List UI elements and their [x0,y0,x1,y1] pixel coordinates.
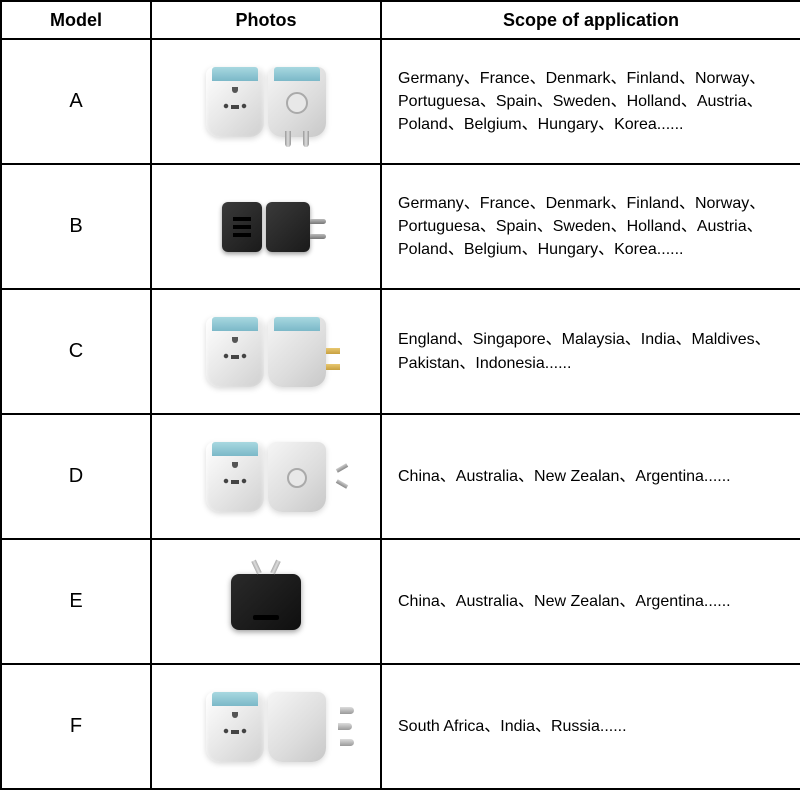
plug-adapter-photo [156,692,376,762]
scope-text: South Africa、India、Russia...... [381,664,800,789]
plug-adapter-photo [156,442,376,512]
header-photos: Photos [151,1,381,39]
table-row: B Germany、France、Denmark、Finland、Norway、… [1,164,800,289]
scope-text: England、Singapore、Malaysia、India、Maldive… [381,289,800,414]
plug-adapter-photo [156,317,376,387]
photo-cell [151,164,381,289]
table-row: F South Africa、India、Russia...... [1,664,800,789]
scope-text: China、Australia、New Zealan、Argentina....… [381,539,800,664]
scope-text: China、Australia、New Zealan、Argentina....… [381,414,800,539]
model-label: E [1,539,151,664]
model-label: A [1,39,151,164]
plug-front-icon [206,692,264,762]
table-row: A Germany、France、Denmark、Finland、Norway、… [1,39,800,164]
plug-front-icon [206,317,264,387]
plug-back-eu-icon [266,202,310,252]
photo-cell [151,39,381,164]
photo-cell [151,289,381,414]
photo-cell [151,664,381,789]
model-label: F [1,664,151,789]
plug-back-sa-icon [268,692,326,762]
plug-adapter-photo [156,202,376,252]
plug-adapter-photo [156,67,376,137]
model-label: D [1,414,151,539]
plug-au-icon [231,574,301,630]
photo-cell [151,414,381,539]
table-row: C England、Singapore、Malaysia、India、Maldi… [1,289,800,414]
table-row: E China、Australia、New Zealan、Argentina..… [1,539,800,664]
plug-back-eu-icon [268,67,326,137]
plug-adapter-photo [156,574,376,630]
plug-adapter-table: Model Photos Scope of application A Germ… [0,0,800,790]
model-label: C [1,289,151,414]
table-row: D China、Australia、New Zealan、Argentina..… [1,414,800,539]
plug-back-uk-icon [268,317,326,387]
header-scope: Scope of application [381,1,800,39]
scope-text: Germany、France、Denmark、Finland、Norway、Po… [381,39,800,164]
plug-front-icon [206,442,264,512]
scope-text: Germany、France、Denmark、Finland、Norway、Po… [381,164,800,289]
plug-back-au-icon [268,442,326,512]
model-label: B [1,164,151,289]
photo-cell [151,539,381,664]
plug-front-icon [222,202,262,252]
header-model: Model [1,1,151,39]
plug-front-icon [206,67,264,137]
table-header-row: Model Photos Scope of application [1,1,800,39]
